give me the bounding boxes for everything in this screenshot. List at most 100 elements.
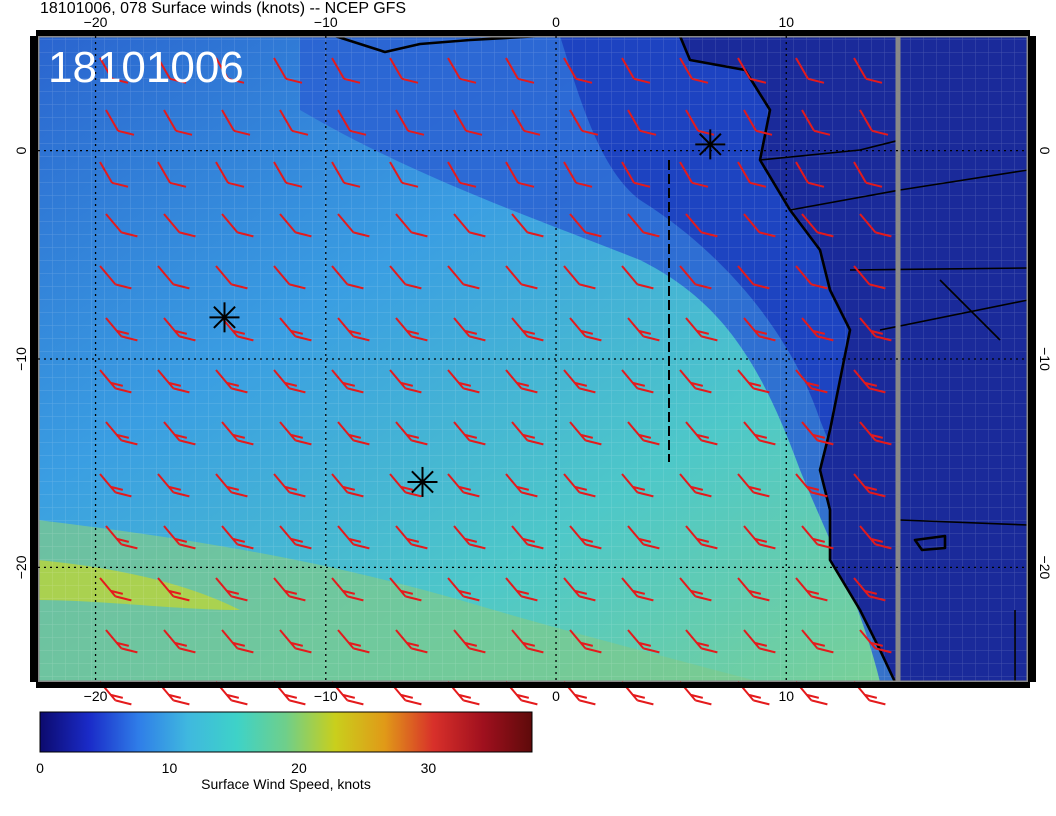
fine-grid [38,36,1028,682]
wind-barb-100 [221,421,254,446]
wind-barb-67 [737,265,770,290]
wind-barb-112 [99,473,132,498]
wind-barb-83 [859,317,892,342]
wind-barb-81 [743,317,776,342]
wind-barb-65 [621,265,654,290]
wind-barb-98 [105,421,138,446]
wind-barb-103 [395,421,428,446]
wind-barb-94 [679,369,712,394]
wind-barb-36 [563,161,593,188]
wind-barb-144 [331,577,364,602]
colorbar-bar [39,711,533,753]
lon-tick-bottom-3: 10 [778,688,794,704]
wind-barb-122 [679,473,712,498]
wind-barb-24 [685,109,715,136]
wind-barb-143 [273,577,306,602]
wind-barb-88 [331,369,364,394]
wind-barb-166 [801,629,834,654]
wind-barb-86 [215,369,248,394]
lat-tick-right-2: −20 [1037,556,1053,580]
colorbar-tick-1: 10 [162,760,178,776]
lon-tick-top-3: 10 [778,14,794,30]
wind-barb-43 [163,213,196,238]
wind-barb-137 [743,525,776,550]
wind-barb-108 [685,421,718,446]
wind-barb-54 [801,213,834,238]
wind-barb-93 [621,369,654,394]
wind-barb-161 [511,629,544,654]
wind-barb-2 [215,57,245,84]
wind-barb-80 [685,317,718,342]
wind-barb-71 [163,317,196,342]
wind-barb-9 [621,57,651,84]
wind-barb-17 [279,109,309,136]
wind-barb-116 [331,473,364,498]
wind-barb-10 [679,57,709,84]
wind-barb-106 [569,421,602,446]
wind-barb-90 [447,369,480,394]
wind-barb-32 [331,161,361,188]
wind-barb-99 [163,421,196,446]
wind-barb-97 [853,369,886,394]
wind-barb-92 [563,369,596,394]
wind-barb-150 [679,577,712,602]
wind-barb-21 [511,109,541,136]
wind-barb-48 [453,213,486,238]
wind-barb-30 [215,161,245,188]
wind-barb-113 [157,473,190,498]
wind-barb-160 [453,629,486,654]
wind-barb-74 [337,317,370,342]
wind-barb-130 [337,525,370,550]
wind-barb-119 [505,473,538,498]
wind-barb-75 [395,317,428,342]
wind-barb-121 [621,473,654,498]
colorbar-tick-3: 30 [421,760,437,776]
wind-barb-77 [511,317,544,342]
wind-barb-22 [569,109,599,136]
wind-barb-95 [737,369,770,394]
lon-tick-bottom-2: 0 [552,688,560,704]
wind-barb-63 [505,265,538,290]
storm-marker-north-stroke-3 [698,133,722,156]
wind-barb-159 [395,629,428,654]
wind-barb-39 [737,161,767,188]
wind-barb-27 [859,109,889,136]
wind-barb-163 [627,629,660,654]
right-axis-bar [1028,36,1036,682]
map-panel: 18101006 [36,34,1030,706]
wind-barb-164 [685,629,718,654]
wind-barb-127 [163,525,196,550]
wind-barb-91 [505,369,538,394]
colorbar: 0 10 20 30 Surface Wind Speed, knots [36,711,533,792]
wind-barb-154 [105,629,138,654]
storm-markers [209,129,726,497]
wind-barb-20 [453,109,483,136]
wind-barb-1 [157,57,187,84]
wind-barb-41 [853,161,883,188]
wind-barb-16 [221,109,251,136]
wind-barb-139 [859,525,892,550]
coastline [678,35,897,683]
wind-barb-5 [389,57,419,84]
wind-barb-52 [685,213,718,238]
top-axis-bar [36,30,1030,36]
wind-barb-40 [795,161,825,188]
wind-barb-45 [279,213,312,238]
date-stamp: 18101006 [48,43,244,92]
wind-barb-156 [221,629,254,654]
lat-tick-right-1: −10 [1037,347,1053,371]
wind-barb-158 [337,629,370,654]
wind-barb-47 [395,213,428,238]
wind-barb-53 [743,213,776,238]
wind-barb-42 [105,213,138,238]
wind-barb-145 [389,577,422,602]
wind-barb-33 [389,161,419,188]
lon-tick-bottom-0: −20 [84,688,108,704]
wind-barb-120 [563,473,596,498]
wind-barb-31 [273,161,303,188]
wind-barb-66 [679,265,712,290]
lake-outline [913,534,947,552]
wind-barb-4 [331,57,361,84]
storm-marker-west-stroke-3 [213,306,236,329]
wind-barb-146 [447,577,480,602]
